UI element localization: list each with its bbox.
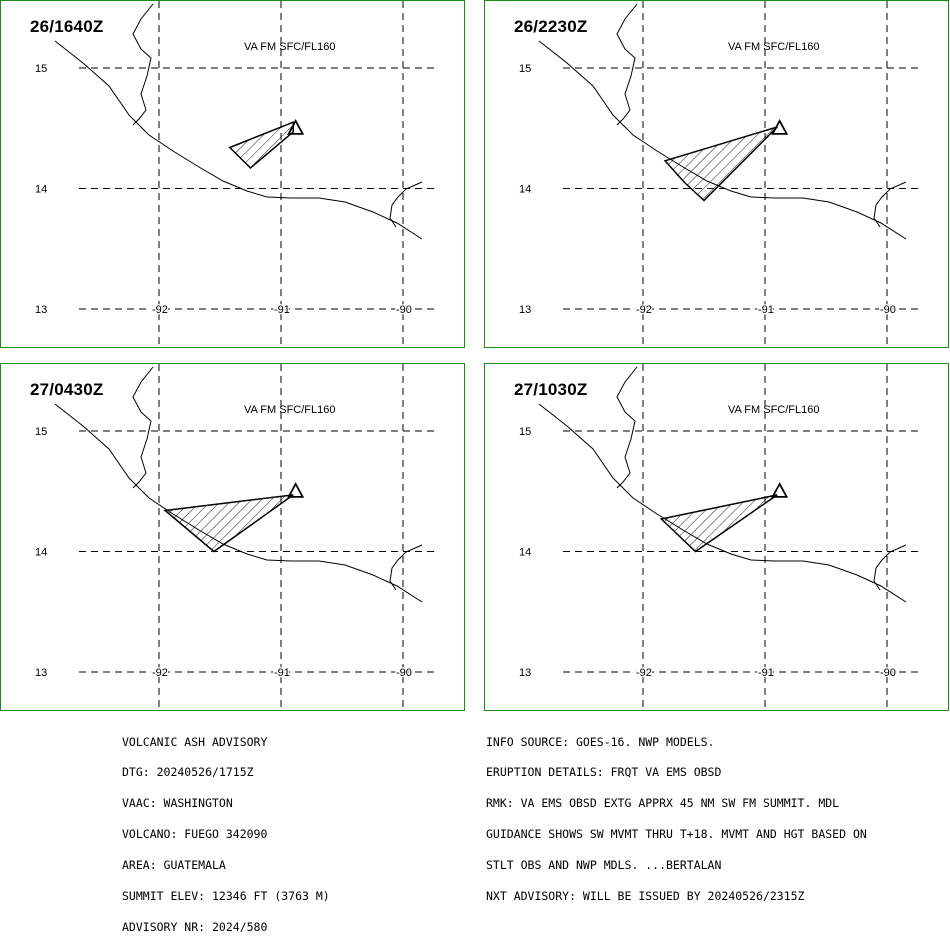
ash-map-4: 15 14 13 -92 -91 -90 xyxy=(519,364,923,710)
lon-label: -92 xyxy=(152,304,168,316)
forecast-panel-1: 15 14 13 -92 -91 -90 26/1640Z VA FM SFC/FL160 xyxy=(0,0,465,348)
advisory-line: SUMMIT ELEV: 12346 FT (3763 M) xyxy=(122,889,330,904)
advisory-line: STLT OBS AND NWP MDLS. ...BERTALAN xyxy=(486,858,722,873)
lon-label: -92 xyxy=(636,667,652,679)
panel-level: VA FM SFC/FL160 xyxy=(728,404,820,416)
advisory-line: ADVISORY NR: 2024/580 xyxy=(122,919,268,934)
lon-label: -91 xyxy=(758,667,774,679)
border-line xyxy=(616,366,638,489)
advisory-line: VAAC: WASHINGTON xyxy=(122,796,233,811)
ash-cloud-polygon xyxy=(659,494,778,553)
advisory-text-right: INFO SOURCE: GOES-16. NWP MODELS. ERUPTI… xyxy=(486,716,867,912)
volcano-icon xyxy=(771,118,789,135)
advisory-line: AREA: GUATEMALA xyxy=(122,858,226,873)
coastline xyxy=(54,403,423,603)
ash-map-2: 15 14 13 -92 -91 -90 xyxy=(519,1,923,347)
forecast-panel-4: 15 14 13 -92 -91 -90 27/1030Z VA FM SFC/FL160 xyxy=(484,363,949,711)
lat-label: 15 xyxy=(35,426,47,438)
advisory-line: RMK: VA EMS OBSD EXTG APPRX 45 NM SW FM … xyxy=(486,796,840,811)
coastline-east xyxy=(873,181,907,228)
border-line xyxy=(616,3,638,126)
advisory-text-left: VOLCANIC ASH ADVISORY DTG: 20240526/1715… xyxy=(122,716,330,943)
advisory-line: VOLCANIC ASH ADVISORY xyxy=(122,734,268,749)
lat-label: 14 xyxy=(35,547,47,559)
lat-label: 13 xyxy=(35,667,47,679)
advisory-line: VOLCANO: FUEGO 342090 xyxy=(122,827,268,842)
lat-label: 13 xyxy=(519,667,531,679)
lat-label: 15 xyxy=(519,63,531,75)
advisory-line: ERUPTION DETAILS: FRQT VA EMS OBSD xyxy=(486,765,722,780)
panel-level: VA FM SFC/FL160 xyxy=(728,41,820,53)
coastline xyxy=(538,40,907,240)
lon-label: -91 xyxy=(758,304,774,316)
panel-time: 27/0430Z xyxy=(30,380,104,399)
lon-label: -90 xyxy=(396,304,412,316)
lon-label: -90 xyxy=(396,667,412,679)
lat-label: 15 xyxy=(519,426,531,438)
advisory-line: DTG: 20240526/1715Z xyxy=(122,765,254,780)
ash-map-3: 15 14 13 -92 -91 -90 xyxy=(35,364,439,710)
forecast-panel-3: 15 14 13 -92 -91 -90 27/0430Z VA FM SFC/FL160 xyxy=(0,363,465,711)
volcano-icon xyxy=(287,481,305,498)
coastline xyxy=(538,403,907,603)
lat-label: 15 xyxy=(35,63,47,75)
ash-cloud-polygon xyxy=(163,494,294,553)
lon-label: -92 xyxy=(636,304,652,316)
lon-label: -91 xyxy=(274,667,290,679)
coastline-east xyxy=(389,181,423,228)
panel-time: 27/1030Z xyxy=(514,380,588,399)
border-line xyxy=(132,3,154,126)
border-line xyxy=(132,366,154,489)
lat-label: 14 xyxy=(519,184,531,196)
advisory-line: INFO SOURCE: GOES-16. NWP MODELS. xyxy=(486,734,715,749)
lat-label: 13 xyxy=(519,304,531,316)
panel-level: VA FM SFC/FL160 xyxy=(244,41,336,53)
lat-label: 14 xyxy=(519,547,531,559)
coastline-east xyxy=(389,544,423,591)
coastline-east xyxy=(873,544,907,591)
lon-label: -90 xyxy=(880,304,896,316)
lat-label: 14 xyxy=(35,184,47,196)
ash-cloud-polygon xyxy=(663,126,778,202)
panel-level: VA FM SFC/FL160 xyxy=(244,404,336,416)
forecast-panel-2: 15 14 13 -92 -91 -90 26/2230Z VA FM SFC/FL160 xyxy=(484,0,949,348)
advisory-line: GUIDANCE SHOWS SW MVMT THRU T+18. MVMT A… xyxy=(486,827,867,842)
lon-label: -91 xyxy=(274,304,290,316)
panel-time: 26/1640Z xyxy=(30,17,104,36)
ash-map-1: 15 14 13 -92 -91 -90 xyxy=(35,1,439,347)
volcano-icon xyxy=(287,118,305,135)
lat-label: 13 xyxy=(35,304,47,316)
coastline xyxy=(54,40,423,240)
lon-label: -92 xyxy=(152,667,168,679)
advisory-line: NXT ADVISORY: WILL BE ISSUED BY 20240526… xyxy=(486,889,805,904)
panel-time: 26/2230Z xyxy=(514,17,588,36)
ash-cloud-polygon xyxy=(228,121,294,170)
volcano-icon xyxy=(771,481,789,498)
lon-label: -90 xyxy=(880,667,896,679)
